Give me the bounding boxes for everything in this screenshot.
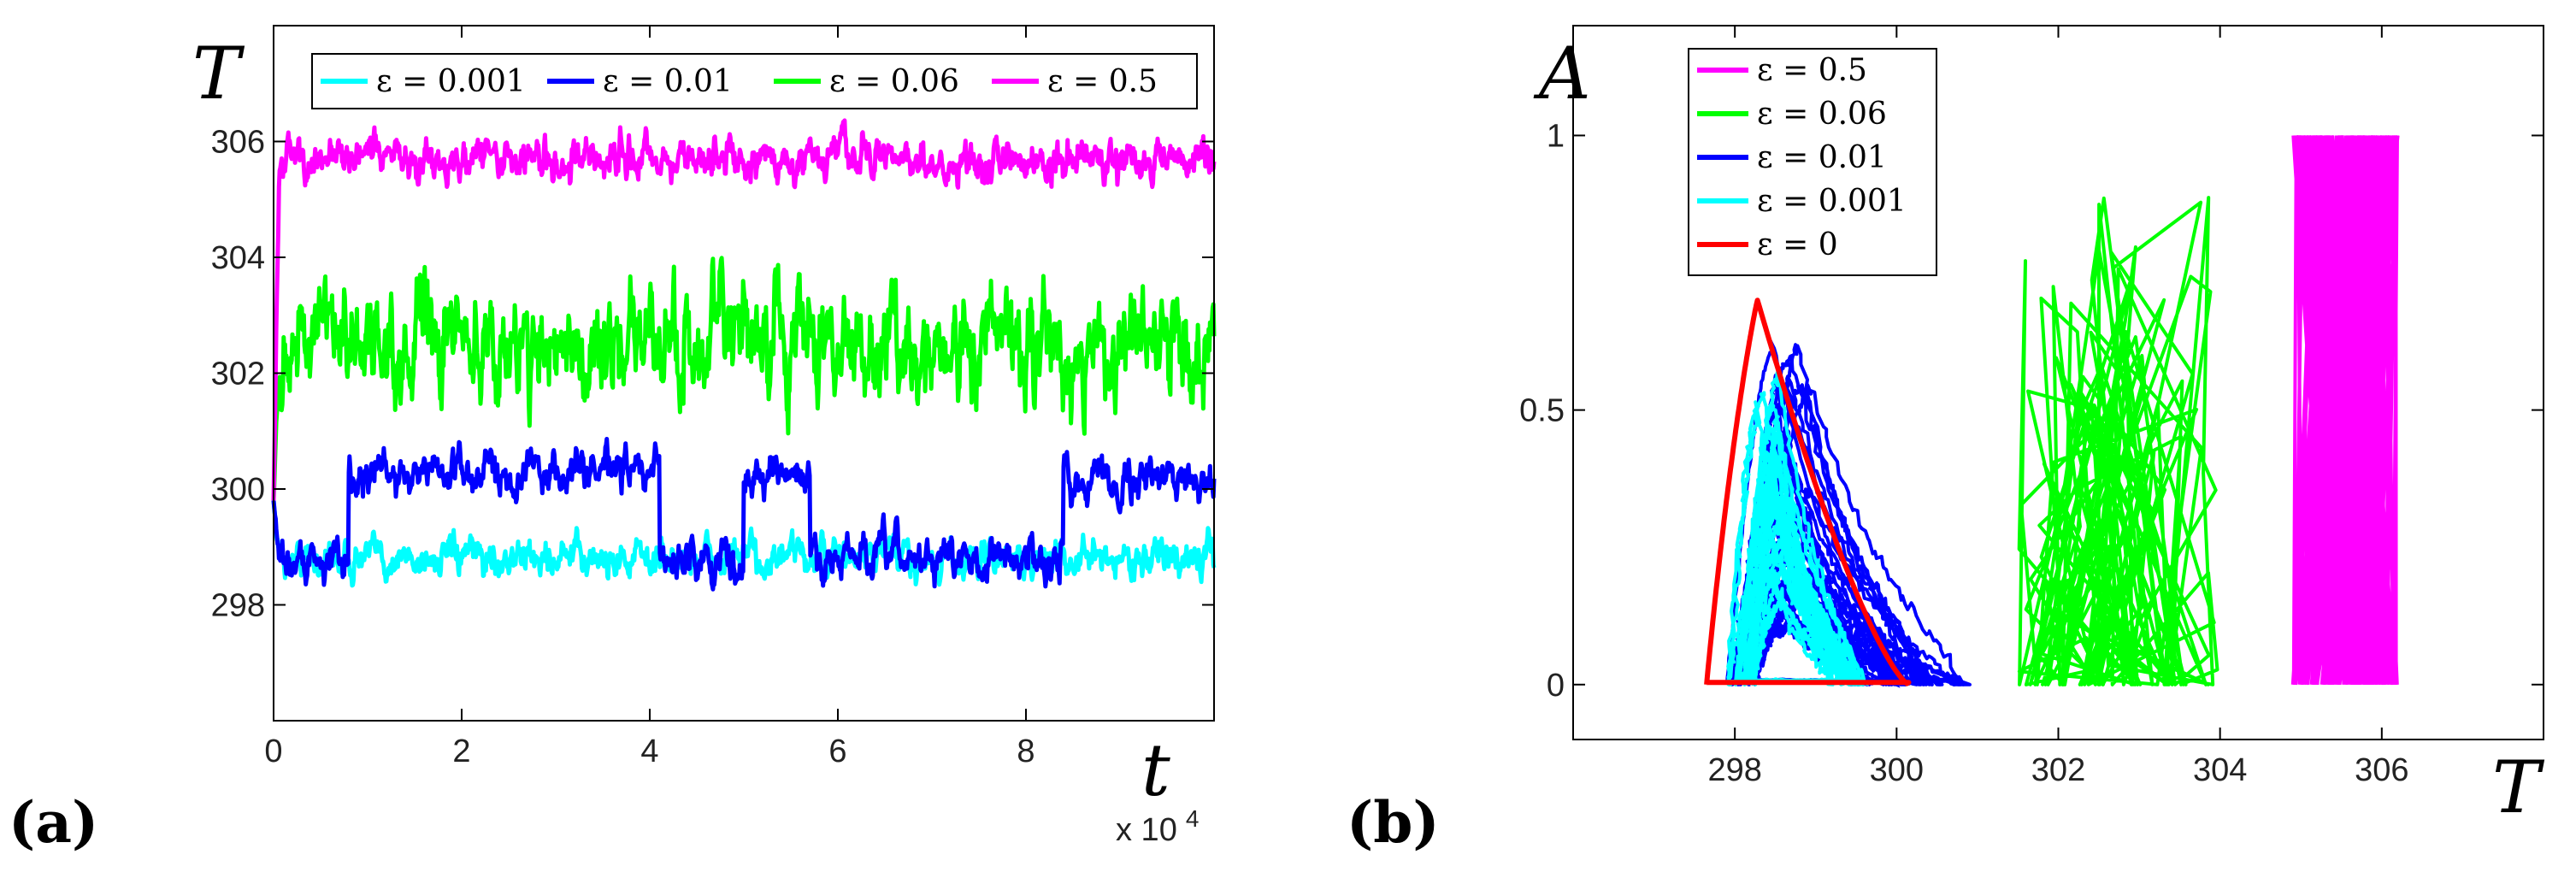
a-legend-label: ε = 0.01 — [603, 64, 733, 99]
series-b-0-001-loop — [1745, 369, 1862, 686]
series-b-0-001-loop — [1736, 401, 1866, 684]
a-ytick-label: 306 — [211, 125, 265, 161]
series-b-0 — [1704, 298, 1912, 686]
b-legend-label: ε = 0.5 — [1757, 53, 1867, 88]
series-b-0-001-loop — [1726, 400, 1836, 684]
a-legend-box — [311, 53, 1198, 109]
a-ytick-label: 304 — [211, 240, 265, 276]
b-xtick-label: 300 — [1870, 752, 1924, 788]
b-ytick-label: 1 — [1547, 118, 1565, 154]
a-legend-label: ε = 0.001 — [376, 64, 526, 99]
panel-b-ylabel: A — [1533, 32, 1591, 115]
a-xtick-label: 6 — [828, 734, 846, 769]
panel-a-ticks: 0 2 4 6 8 298 300 302 304 306 — [211, 26, 1214, 769]
b-legend-label: ε = 0.001 — [1757, 184, 1907, 219]
b-legend-label: ε = 0.01 — [1757, 140, 1887, 175]
a-ytick-label: 298 — [211, 588, 265, 624]
a-xtick-label: 8 — [1017, 734, 1035, 769]
panel-a-series — [271, 118, 1217, 592]
panel-b-ticks: 298 300 302 304 306 0 0.5 1 — [1519, 26, 2544, 788]
a-legend-label: ε = 0.5 — [1047, 64, 1158, 99]
b-xtick-label: 298 — [1707, 752, 1761, 788]
b-xtick-label: 306 — [2355, 752, 2408, 788]
panel-a: 0 2 4 6 8 298 300 302 304 306 T t x 10 4 (a) ε = 0… — [9, 25, 1217, 856]
b-ytick-label: 0 — [1547, 668, 1565, 704]
series-b-0-001-loop — [1748, 457, 1859, 686]
panel-a-label: (a) — [9, 789, 98, 856]
panel-b-label: (b) — [1347, 789, 1440, 856]
panel-a-ylabel: T — [192, 32, 245, 115]
a-ytick-label: 302 — [211, 357, 265, 392]
a-ytick-label: 300 — [211, 472, 265, 508]
series-b-0-06 — [2017, 196, 2219, 686]
b-xtick-label: 304 — [2193, 752, 2247, 788]
b-xtick-label: 302 — [2031, 752, 2085, 788]
panel-b-xlabel: T — [2492, 745, 2545, 829]
b-legend-label: ε = 0.06 — [1757, 97, 1887, 132]
series-a-0-01 — [271, 437, 1217, 592]
b-legend-box — [1688, 48, 1937, 276]
panel-b-series — [1704, 135, 2400, 688]
panel-a-legend: ε = 0.001 ε = 0.01 ε = 0.06 ε = 0.5 — [311, 53, 1198, 109]
b-ytick-label: 0.5 — [1519, 393, 1565, 429]
a-xtick-label: 2 — [452, 734, 470, 769]
a-xtick-label: 0 — [264, 734, 282, 769]
series-b-0-5 — [2290, 135, 2400, 686]
series-a-0-5 — [271, 118, 1217, 501]
panel-a-multiplier: x 10 4 — [1116, 805, 1199, 848]
panel-a-xlabel: t — [1141, 728, 1170, 812]
series-b-0-001 — [1725, 369, 1870, 686]
b-legend-label: ε = 0 — [1757, 227, 1838, 262]
panel-b-legend: ε = 0.5 ε = 0.06 ε = 0.01 ε = 0.001 ε = 0 — [1688, 48, 1937, 276]
a-xtick-label: 4 — [640, 734, 658, 769]
series-a-0-06 — [271, 256, 1217, 501]
a-legend-label: ε = 0.06 — [829, 64, 959, 99]
